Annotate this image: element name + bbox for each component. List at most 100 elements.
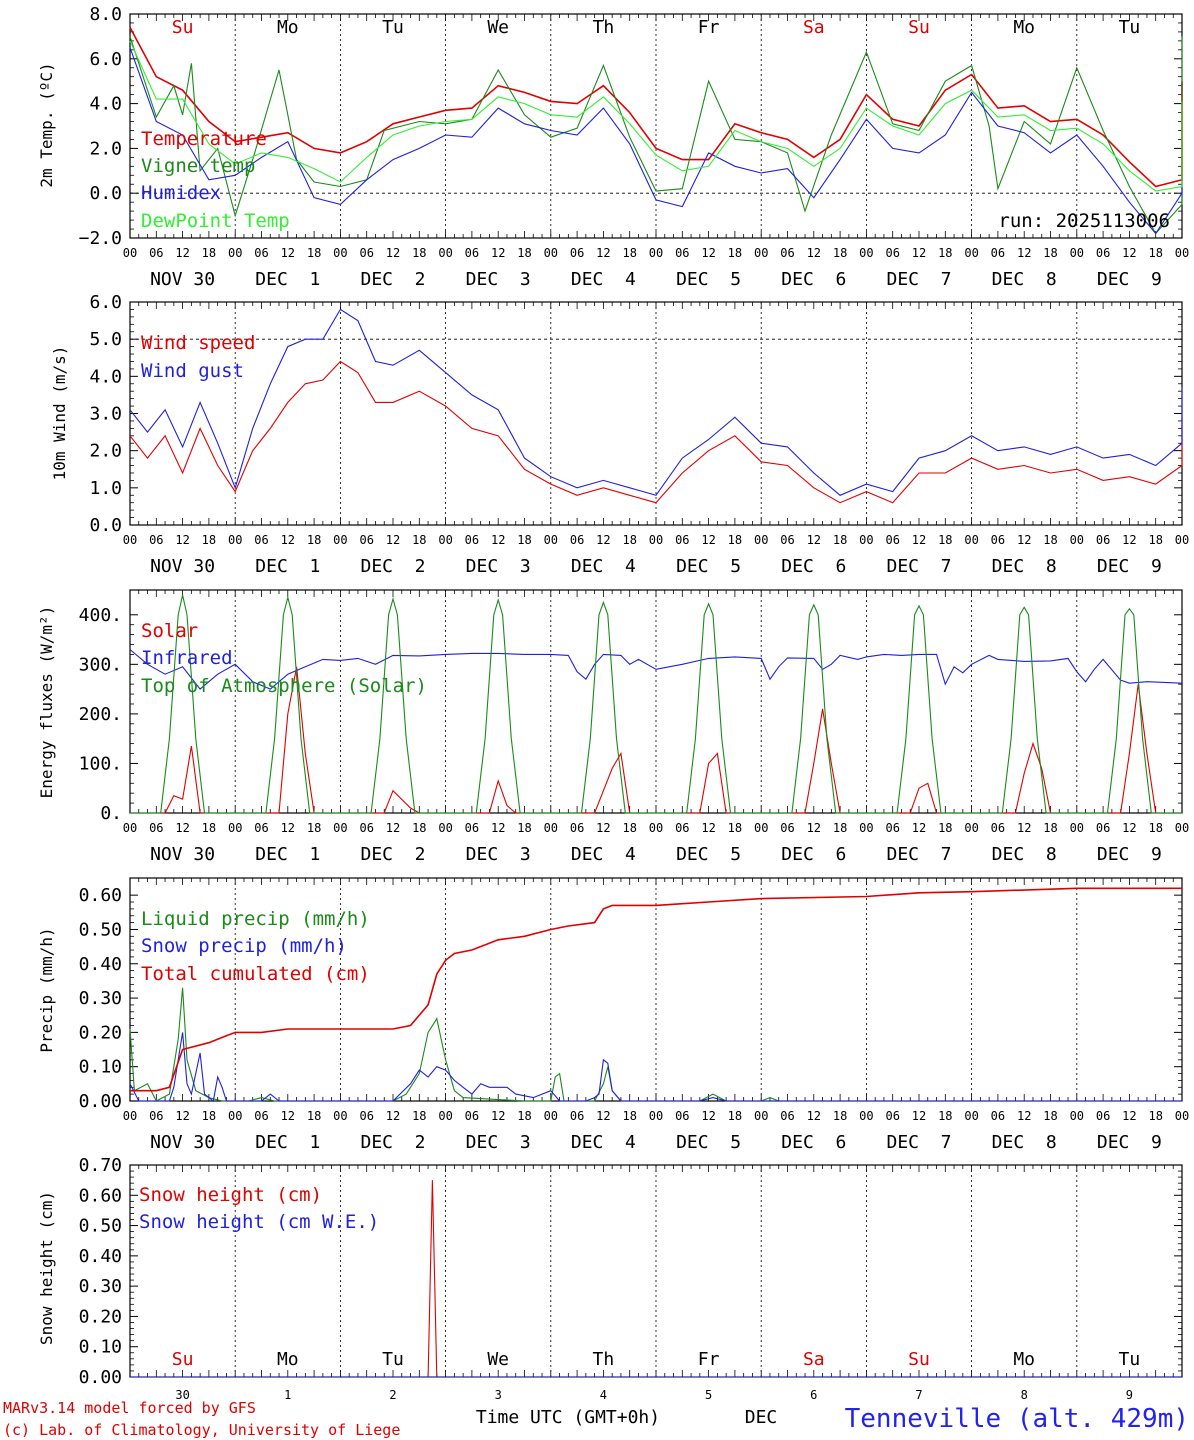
- x-hour-label: 12: [491, 533, 505, 547]
- y-tick-label: 0.50: [79, 1216, 122, 1237]
- x-hour-label: 00: [438, 821, 452, 835]
- x-date-label: DEC 6: [781, 269, 846, 290]
- x-day-number: 6: [810, 1388, 817, 1402]
- x-hour-label: 18: [938, 246, 952, 260]
- x-hour-label: 00: [1175, 821, 1189, 835]
- x-hour-label: 00: [438, 533, 452, 547]
- series-line-dewpoint-temp: [129, 40, 1183, 192]
- y-tick-label: 0.00: [79, 1367, 122, 1388]
- y-tick-label: 200.: [79, 704, 122, 725]
- x-hour-label: 18: [517, 1109, 531, 1123]
- x-hour-label: 00: [228, 821, 242, 835]
- x-hour-label: 06: [675, 533, 689, 547]
- x-hour-label: 18: [202, 533, 216, 547]
- x-hour-label: 18: [307, 1109, 321, 1123]
- weekday-label: Mo: [1013, 1349, 1035, 1370]
- x-hour-label: 06: [885, 533, 899, 547]
- weekday-label: Su: [172, 1349, 194, 1370]
- x-date-label: DEC 3: [466, 556, 531, 577]
- footer-month: DEC: [745, 1407, 778, 1428]
- x-hour-label: 12: [912, 1109, 926, 1123]
- x-hour-label: 06: [1096, 246, 1110, 260]
- x-hour-label: 12: [912, 821, 926, 835]
- x-date-label: DEC 3: [466, 269, 531, 290]
- x-hour-label: 18: [517, 821, 531, 835]
- y-tick-label: 3.0: [89, 404, 122, 425]
- x-hour-label: 00: [333, 246, 347, 260]
- x-day-number: 3: [495, 1388, 502, 1402]
- x-hour-label: 00: [333, 1109, 347, 1123]
- y-tick-label: 6.0: [89, 292, 122, 313]
- x-date-label: DEC 1: [255, 844, 320, 865]
- x-hour-label: 06: [991, 821, 1005, 835]
- x-date-label: DEC 2: [360, 844, 425, 865]
- x-day-number: 7: [915, 1388, 922, 1402]
- x-hour-label: 06: [675, 1109, 689, 1123]
- x-hour-label: 18: [728, 1109, 742, 1123]
- series-line-temperature: [129, 27, 1183, 188]
- x-hour-label: 18: [412, 1109, 426, 1123]
- series-line-vigne-temp: [129, 36, 1183, 235]
- x-hour-label: 00: [859, 821, 873, 835]
- panel4-legend-liquid: Liquid precip (mm/h): [141, 908, 370, 930]
- x-hour-label: 00: [754, 1109, 768, 1123]
- x-hour-label: 00: [438, 1109, 452, 1123]
- x-hour-label: 00: [544, 1109, 558, 1123]
- x-hour-label: 18: [517, 533, 531, 547]
- x-hour-label: 06: [570, 1109, 584, 1123]
- x-hour-label: 18: [728, 533, 742, 547]
- x-date-label: NOV 30: [150, 269, 215, 290]
- x-hour-label: 00: [859, 1109, 873, 1123]
- y-tick-label: 400.: [79, 605, 122, 626]
- weekday-label: Th: [593, 1349, 615, 1370]
- x-hour-label: 00: [123, 821, 137, 835]
- x-hour-label: 06: [465, 246, 479, 260]
- y-tick-label: 6.0: [89, 49, 122, 70]
- station-name: Tenneville (alt. 429m): [845, 1404, 1189, 1434]
- x-hour-label: 00: [1070, 1109, 1084, 1123]
- weekday-label: Su: [908, 1349, 930, 1370]
- x-hour-label: 18: [833, 246, 847, 260]
- x-day-number: 9: [1126, 1388, 1133, 1402]
- x-hour-label: 18: [412, 821, 426, 835]
- y-tick-label: 100.: [79, 753, 122, 774]
- panel4-legend-snow: Snow precip (mm/h): [141, 935, 347, 957]
- x-day-number: 5: [705, 1388, 712, 1402]
- panel3-legend-solar: Solar: [141, 620, 198, 642]
- x-hour-label: 12: [701, 821, 715, 835]
- x-date-label: DEC 2: [360, 556, 425, 577]
- y-tick-label: 0.20: [79, 1022, 122, 1043]
- x-hour-label: 18: [412, 246, 426, 260]
- x-hour-label: 06: [149, 821, 163, 835]
- panel1-legend-temperature: Temperature: [141, 128, 267, 150]
- x-date-label: DEC 1: [255, 556, 320, 577]
- x-hour-label: 12: [386, 246, 400, 260]
- weekday-label: Th: [593, 17, 615, 38]
- x-hour-label: 12: [1017, 246, 1031, 260]
- x-hour-label: 00: [228, 1109, 242, 1123]
- weekday-label: Tu: [1119, 17, 1141, 38]
- x-date-label: DEC 9: [1097, 1132, 1162, 1153]
- x-hour-label: 18: [202, 821, 216, 835]
- x-hour-label: 18: [833, 821, 847, 835]
- x-date-label: DEC 3: [466, 1132, 531, 1153]
- x-hour-label: 12: [807, 1109, 821, 1123]
- x-hour-label: 12: [1122, 533, 1136, 547]
- x-hour-label: 00: [754, 821, 768, 835]
- weekday-label: Mo: [277, 1349, 299, 1370]
- x-hour-label: 18: [833, 1109, 847, 1123]
- y-tick-label: 0.40: [79, 1246, 122, 1267]
- x-hour-label: 00: [754, 246, 768, 260]
- weekday-label: Su: [908, 17, 930, 38]
- panel1-legend-dewpoint: DewPoint Temp: [141, 210, 290, 232]
- weekday-label: Tu: [1119, 1349, 1141, 1370]
- x-hour-label: 00: [754, 533, 768, 547]
- panel3-legend-infrared: Infrared: [141, 647, 233, 669]
- x-hour-label: 12: [175, 533, 189, 547]
- x-hour-label: 06: [359, 246, 373, 260]
- x-hour-label: 18: [938, 821, 952, 835]
- x-hour-label: 12: [175, 1109, 189, 1123]
- x-date-label: DEC 4: [571, 269, 636, 290]
- run-label: run: 2025113006: [998, 210, 1170, 232]
- x-hour-label: 06: [991, 246, 1005, 260]
